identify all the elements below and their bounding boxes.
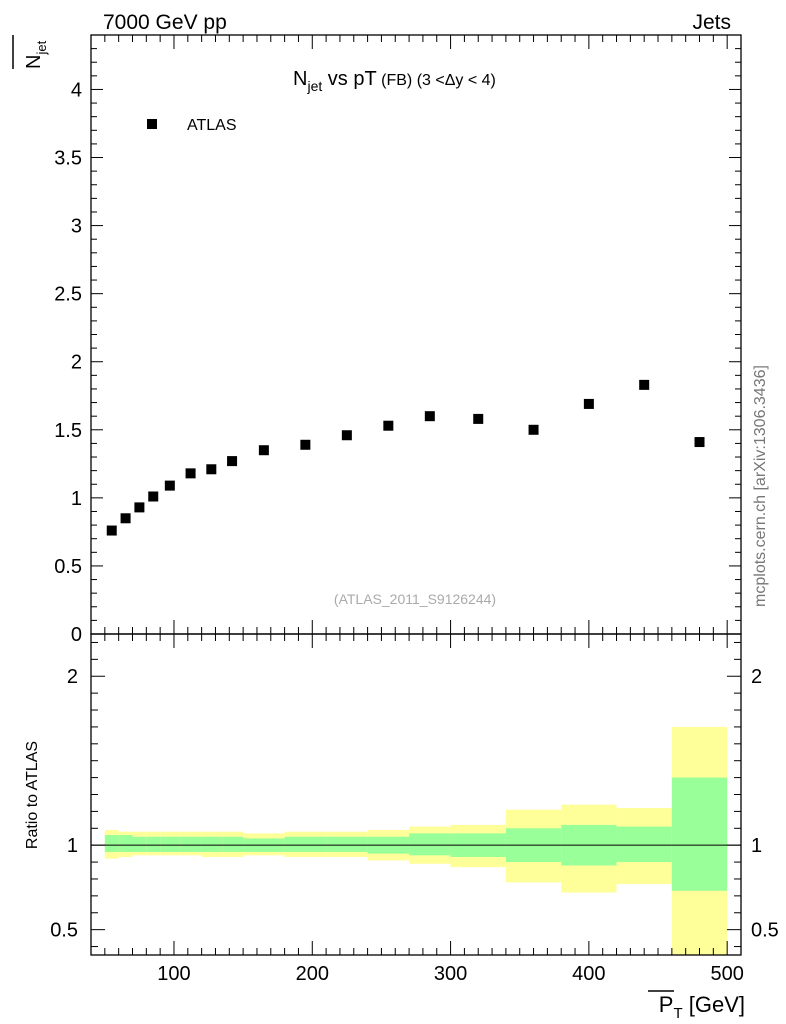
inner-band-bin	[132, 836, 147, 852]
inner-band-bin	[201, 836, 223, 852]
data-point	[164, 480, 175, 491]
plot-title: Njet vs pT (FB) (3 <Δy < 4)	[293, 68, 496, 94]
x-tick-label: 300	[434, 963, 467, 985]
data-point	[300, 439, 311, 450]
data-point	[106, 525, 117, 536]
ratio-tick-label: 0.5	[50, 920, 78, 942]
svg-text:PT [GeV]: PT [GeV]	[659, 992, 745, 1022]
ratio-tick-label: 2	[67, 666, 78, 688]
data-point	[120, 513, 131, 524]
y-tick-label: 3.5	[54, 148, 82, 170]
ratio-tick-label-right: 2	[751, 666, 762, 688]
main-x-axis	[104, 35, 728, 634]
legend-marker	[147, 119, 157, 129]
inner-band-bin	[118, 835, 133, 852]
inner-band-bin	[616, 826, 672, 863]
svg-text:Njet: Njet	[23, 40, 49, 69]
category-label: Jets	[692, 11, 731, 34]
y-tick-label: 0	[71, 624, 82, 646]
data-point	[639, 379, 650, 390]
x-tick-label: 200	[296, 963, 329, 985]
ratio-plot-frame	[90, 633, 742, 956]
main-y-axis: 0 0.5 1 1.5 2 2.5 3 3.5 4	[54, 34, 741, 646]
inner-band-bin	[180, 836, 202, 852]
ratio-plot-panel: 0.5 0.5 1 1 2 2 100 200 300 400 500 Ratio to ATLA…	[24, 633, 779, 1022]
main-y-label: Njet	[12, 35, 49, 69]
data-point	[694, 437, 705, 448]
y-tick-label: 4	[71, 79, 82, 101]
y-tick-label: 1.5	[54, 420, 82, 442]
data-point	[227, 456, 238, 467]
ratio-tick-label-right: 0.5	[751, 920, 779, 942]
x-tick-label: 400	[572, 963, 605, 985]
data-point	[473, 413, 484, 424]
data-point	[148, 491, 159, 502]
inner-band-bin	[160, 836, 181, 852]
ratio-uncertainty-bands	[104, 726, 728, 955]
inner-band-bin	[671, 777, 728, 891]
data-point	[583, 398, 594, 409]
ratio-y-axis: 0.5 0.5 1 1 2 2	[50, 641, 779, 948]
x-axis-label: PT [GeV]	[648, 990, 745, 1022]
data-point	[258, 445, 269, 456]
data-point	[185, 468, 196, 479]
ratio-tick-label: 1	[67, 835, 78, 857]
legend-label: ATLAS	[187, 117, 237, 134]
y-tick-label: 0.5	[54, 556, 82, 578]
side-label: mcplots.cern.ch [arXiv:1306.3436]	[752, 365, 769, 607]
x-tick-label: 100	[157, 963, 190, 985]
data-point	[134, 502, 145, 513]
x-tick-label: 500	[710, 963, 743, 985]
y-tick-label: 1	[71, 488, 82, 510]
inner-band-bin	[326, 836, 368, 852]
main-plot-panel: 0 0.5 1 1.5 2 2.5 3 3.5 4 Njet vs pT (FB) (3 <Δy…	[12, 34, 742, 646]
inner-band-bin	[104, 835, 119, 852]
y-tick-label: 3	[71, 216, 82, 238]
data-point	[341, 430, 352, 441]
ratio-y-label: Ratio to ATLAS	[24, 741, 41, 849]
y-tick-label: 2	[71, 352, 82, 374]
inner-band-bin	[409, 833, 451, 856]
data-point	[424, 411, 435, 422]
ratio-tick-label-right: 1	[751, 835, 762, 857]
data-point	[528, 424, 539, 435]
analysis-watermark: (ATLAS_2011_S9126244)	[334, 591, 496, 607]
inner-band-bin	[146, 836, 161, 852]
ratio-x-axis: 100 200 300 400 500	[104, 634, 744, 985]
y-tick-label: 2.5	[54, 284, 82, 306]
data-series-atlas	[106, 379, 705, 536]
inner-band-bin	[284, 836, 327, 852]
data-point	[206, 464, 217, 475]
inner-band-bin	[222, 836, 244, 852]
data-point	[383, 420, 394, 431]
energy-label: 7000 GeV pp	[103, 11, 227, 34]
